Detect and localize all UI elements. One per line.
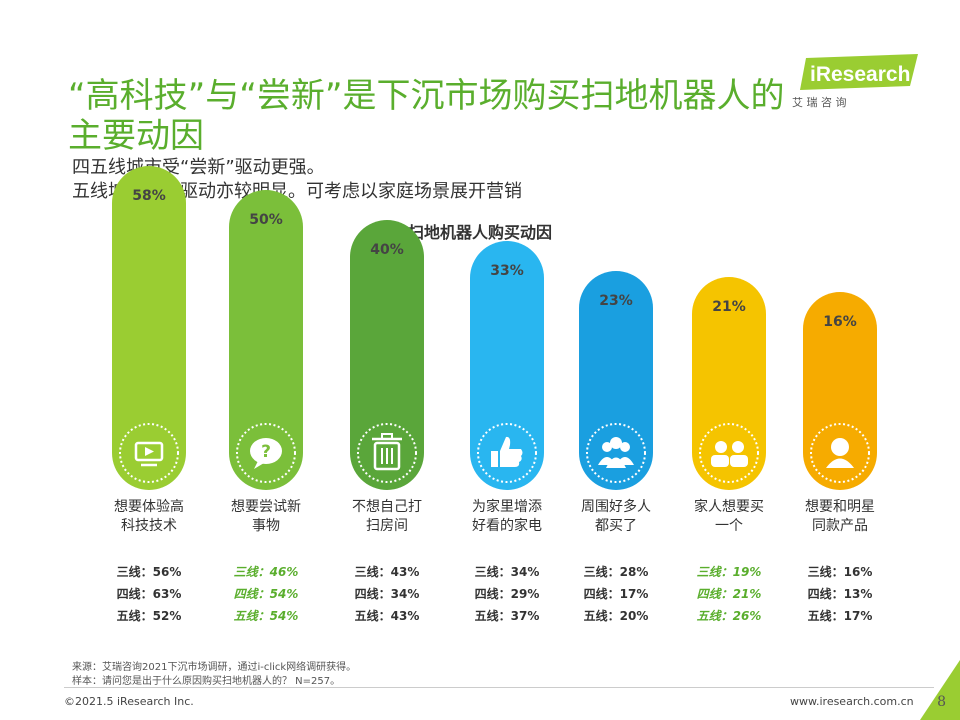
can-body bbox=[373, 441, 401, 471]
thumb-hand bbox=[500, 436, 523, 467]
star-person-icon bbox=[826, 438, 854, 468]
category-label: 想要尝试新事物 bbox=[231, 499, 301, 534]
footer-divider bbox=[64, 687, 934, 688]
person-head bbox=[620, 442, 630, 452]
person-body bbox=[730, 455, 748, 467]
category-label: 家人想要买一个 bbox=[694, 498, 764, 534]
category-label: 想要和明星同款产品 bbox=[805, 499, 875, 534]
bubble-tail bbox=[254, 461, 264, 469]
data-label: 21% bbox=[712, 299, 746, 315]
tier-value: 三线：19% bbox=[697, 565, 762, 579]
tier-value: 三线：28% bbox=[584, 564, 649, 579]
data-label: 40% bbox=[370, 242, 404, 258]
tier-value: 三线：56% bbox=[117, 564, 182, 579]
icon-ring bbox=[699, 423, 759, 483]
tier-value: 五线：54% bbox=[234, 609, 299, 623]
tier-value: 三线：34% bbox=[475, 564, 540, 579]
tier-value: 五线：37% bbox=[475, 608, 540, 623]
logo-cn: 艾 瑞 咨 询 bbox=[792, 95, 847, 109]
data-label: 58% bbox=[132, 188, 166, 204]
bar bbox=[229, 190, 303, 490]
logo-brand: iResearch bbox=[810, 63, 910, 86]
icon-ring bbox=[810, 423, 870, 483]
chart-title: 扫地机器人购买动因 bbox=[407, 223, 552, 242]
category-label: 为家里增添好看的家电 bbox=[472, 498, 542, 534]
tier-value: 四线：54% bbox=[234, 587, 299, 601]
trash-can-icon bbox=[372, 433, 402, 471]
tier-value: 三线：43% bbox=[355, 564, 420, 579]
tier-value: 四线：29% bbox=[475, 586, 540, 601]
tier-value: 四线：21% bbox=[697, 587, 762, 601]
person-body bbox=[711, 455, 729, 467]
tier-value: 四线：17% bbox=[584, 586, 649, 601]
bar bbox=[803, 292, 877, 490]
iresearch-logo: iResearch 艾 瑞 咨 询 bbox=[792, 54, 918, 109]
icon-ring bbox=[477, 423, 537, 483]
page-title: “高科技”与“尝新”是下沉市场购买扫地机器人的主要动因 bbox=[68, 76, 785, 156]
data-label: 16% bbox=[823, 314, 857, 330]
icon-ring bbox=[236, 423, 296, 483]
data-label: 23% bbox=[599, 293, 633, 309]
question-bubble-icon: ? bbox=[250, 438, 282, 469]
bar bbox=[470, 241, 544, 490]
thumb-cuff bbox=[491, 451, 498, 467]
icon-ring bbox=[119, 423, 179, 483]
page-corner-decoration bbox=[920, 660, 960, 720]
person-body bbox=[826, 458, 854, 468]
tier-value: 四线：63% bbox=[117, 586, 182, 601]
logo-banner bbox=[800, 54, 918, 90]
tv-screen bbox=[134, 441, 164, 462]
tier-value: 五线：26% bbox=[697, 609, 762, 623]
bar bbox=[579, 271, 653, 490]
tier-value: 五线：43% bbox=[355, 608, 420, 623]
tier-value: 五线：52% bbox=[117, 608, 182, 623]
sample-note: 样本：请问您是出于什么原因购买扫地机器人的？ N=257。 bbox=[72, 676, 341, 687]
question-mark: ? bbox=[261, 442, 271, 462]
person-head bbox=[715, 441, 727, 453]
copyright: ©2021.5 iResearch Inc. bbox=[64, 695, 194, 708]
can-handle bbox=[381, 433, 393, 440]
bubble bbox=[250, 438, 282, 464]
person-head bbox=[602, 442, 612, 452]
category-label: 不想自己打扫房间 bbox=[352, 498, 422, 534]
website-link[interactable]: www.iresearch.com.cn bbox=[790, 695, 914, 708]
category-label: 周围好多人都买了 bbox=[581, 498, 651, 534]
person-head bbox=[732, 441, 744, 453]
page-number: 8 bbox=[937, 694, 946, 710]
person-head bbox=[831, 438, 849, 456]
play-triangle bbox=[145, 447, 154, 456]
data-label: 50% bbox=[249, 212, 283, 228]
bar bbox=[692, 277, 766, 490]
icon-ring bbox=[357, 423, 417, 483]
family-icon bbox=[711, 441, 748, 467]
tier-value: 三线：16% bbox=[808, 564, 873, 579]
thumbs-up-icon bbox=[491, 436, 523, 467]
person-head bbox=[610, 437, 622, 449]
group-people-icon bbox=[598, 437, 634, 468]
tier-value: 四线：34% bbox=[355, 586, 420, 601]
tier-value: 五线：20% bbox=[584, 608, 649, 623]
source-note: 来源：艾瑞咨询2021下沉市场调研，通过i-click网络调研获得。 bbox=[72, 662, 357, 673]
data-label: 33% bbox=[490, 263, 524, 279]
tier-value: 三线：46% bbox=[234, 565, 299, 579]
tier-value: 四线：13% bbox=[808, 586, 873, 601]
person-body bbox=[606, 457, 626, 468]
category-label: 想要体验高科技技术 bbox=[114, 498, 184, 534]
icon-ring bbox=[586, 423, 646, 483]
tier-value: 五线：17% bbox=[808, 608, 873, 623]
bar bbox=[112, 166, 186, 490]
tv-play-icon bbox=[134, 441, 164, 467]
bar bbox=[350, 220, 424, 490]
